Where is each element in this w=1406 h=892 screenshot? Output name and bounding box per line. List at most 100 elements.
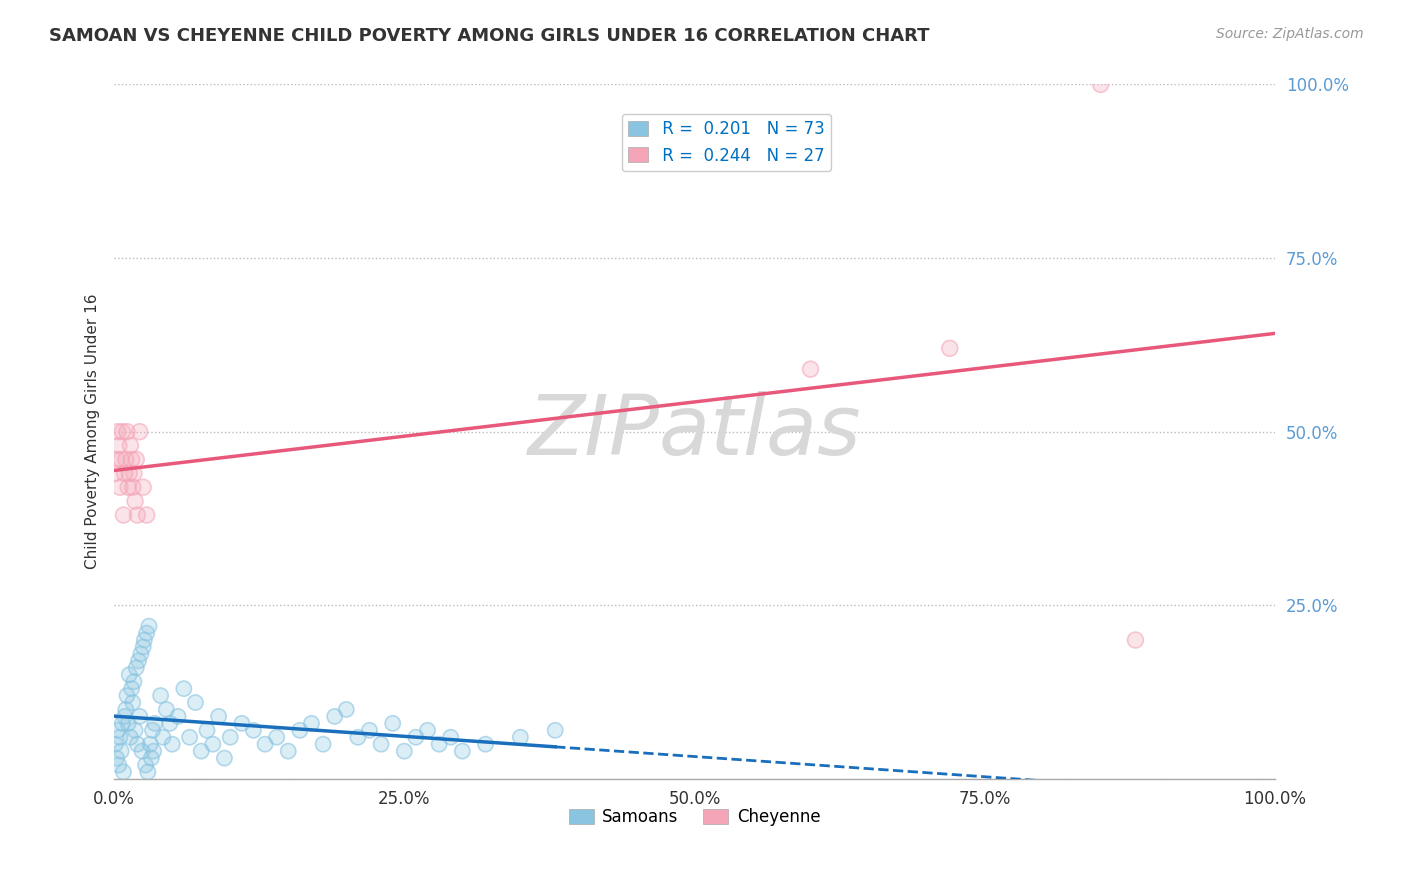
Point: [132, 640, 155, 654]
Point: [108, 758, 131, 772]
Point: [128, 709, 150, 723]
Point: [117, 716, 139, 731]
Point: [214, 751, 236, 765]
Point: [474, 737, 496, 751]
Point: [111, 716, 134, 731]
Point: [114, 709, 136, 723]
Point: [179, 731, 201, 745]
Point: [394, 744, 416, 758]
Point: [301, 716, 323, 731]
Point: [129, 647, 152, 661]
Point: [208, 709, 231, 723]
Point: [138, 619, 160, 633]
Point: [104, 737, 127, 751]
Point: [129, 647, 152, 661]
Text: ZIPatlas: ZIPatlas: [527, 392, 862, 472]
Point: [405, 731, 427, 745]
Point: [370, 737, 392, 751]
Point: [142, 744, 165, 758]
Point: [509, 731, 531, 745]
Point: [112, 508, 135, 522]
Point: [108, 731, 131, 745]
Point: [114, 709, 136, 723]
Point: [1090, 78, 1112, 92]
Point: [114, 467, 136, 481]
Point: [231, 716, 253, 731]
Point: [135, 626, 157, 640]
Point: [128, 654, 150, 668]
Point: [135, 626, 157, 640]
Point: [124, 723, 146, 738]
Point: [799, 362, 821, 376]
Point: [160, 737, 183, 751]
Point: [108, 439, 131, 453]
Point: [149, 689, 172, 703]
Point: [104, 737, 127, 751]
Point: [128, 425, 150, 439]
Point: [111, 716, 134, 731]
Point: [118, 467, 141, 481]
Point: [159, 716, 181, 731]
Point: [122, 674, 145, 689]
Point: [108, 480, 131, 494]
Point: [155, 702, 177, 716]
Point: [128, 654, 150, 668]
Point: [370, 737, 392, 751]
Point: [121, 452, 143, 467]
Point: [131, 744, 153, 758]
Point: [112, 764, 135, 779]
Point: [131, 744, 153, 758]
Point: [335, 702, 357, 716]
Point: [152, 731, 174, 745]
Point: [201, 737, 224, 751]
Point: [323, 709, 346, 723]
Text: Source: ZipAtlas.com: Source: ZipAtlas.com: [1216, 27, 1364, 41]
Point: [120, 439, 142, 453]
Point: [121, 452, 143, 467]
Point: [544, 723, 567, 738]
Point: [107, 723, 129, 738]
Point: [254, 737, 277, 751]
Point: [184, 696, 207, 710]
Point: [118, 667, 141, 681]
Point: [143, 716, 166, 731]
Point: [105, 452, 128, 467]
Point: [107, 723, 129, 738]
Point: [139, 737, 162, 751]
Point: [114, 702, 136, 716]
Point: [125, 452, 148, 467]
Point: [544, 723, 567, 738]
Point: [359, 723, 381, 738]
Point: [110, 744, 132, 758]
Point: [195, 723, 218, 738]
Point: [127, 737, 149, 751]
Point: [105, 452, 128, 467]
Point: [405, 731, 427, 745]
Point: [135, 758, 157, 772]
Point: [138, 619, 160, 633]
Point: [416, 723, 439, 738]
Point: [231, 716, 253, 731]
Point: [277, 744, 299, 758]
Point: [167, 709, 190, 723]
Point: [115, 689, 138, 703]
Point: [122, 467, 145, 481]
Point: [127, 508, 149, 522]
Point: [1090, 78, 1112, 92]
Point: [142, 744, 165, 758]
Point: [141, 751, 163, 765]
Point: [132, 480, 155, 494]
Point: [451, 744, 474, 758]
Point: [136, 764, 159, 779]
Point: [108, 731, 131, 745]
Point: [1125, 633, 1147, 648]
Point: [136, 764, 159, 779]
Point: [114, 467, 136, 481]
Point: [125, 661, 148, 675]
Point: [107, 425, 129, 439]
Point: [135, 758, 157, 772]
Point: [121, 696, 143, 710]
Point: [288, 723, 311, 738]
Point: [266, 731, 288, 745]
Point: [381, 716, 404, 731]
